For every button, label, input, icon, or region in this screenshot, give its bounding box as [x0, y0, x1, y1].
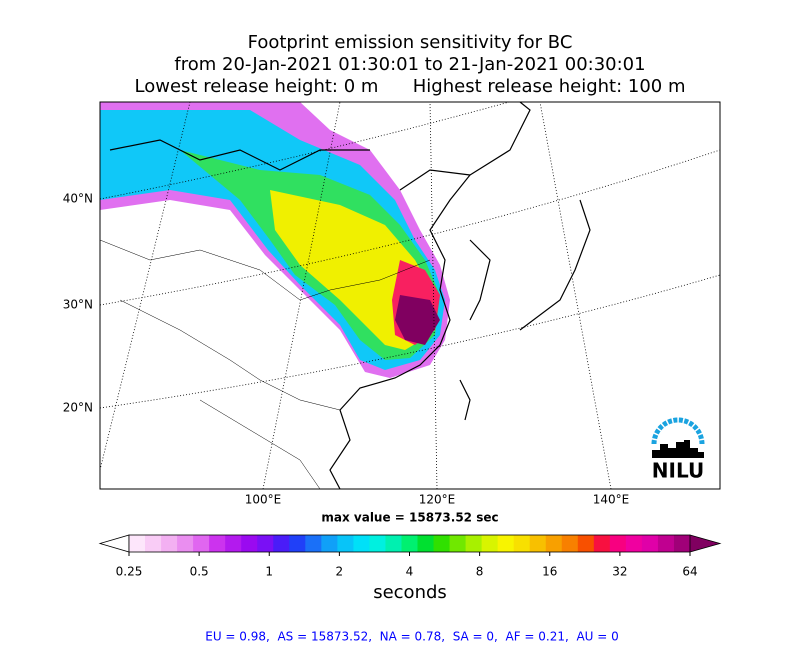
colorbar-segment [481, 535, 499, 552]
colorbar-segment [465, 535, 483, 552]
colorbar-tick-label: 2 [336, 565, 344, 579]
logo-text: NILU [652, 459, 704, 483]
map-frame [99, 101, 721, 490]
lon-label: 140°E [593, 493, 630, 507]
map [100, 102, 720, 489]
colorbar-segment [657, 535, 675, 552]
colorbar-segment [529, 535, 547, 552]
colorbar-segment [193, 535, 210, 552]
footer: EU = 0.98, AS = 15873.52, NA = 0.78, SA … [205, 630, 619, 644]
colorbar-tick-label: 0.25 [116, 565, 143, 579]
colorbar-segment [401, 535, 419, 552]
graticule [100, 102, 720, 489]
colorbar-tick-label: 1 [265, 565, 273, 579]
colorbar-segment [161, 535, 178, 552]
colorbar-tick-label: 16 [542, 565, 557, 579]
colorbar-segment [385, 535, 402, 552]
colorbar-tick-label: 8 [476, 565, 484, 579]
title: Lowest release height: 0 m Highest relea… [135, 76, 686, 97]
max-value: max value = 15873.52 sec [321, 511, 498, 525]
colorbar-segment [561, 535, 579, 552]
colorbar-segment [289, 535, 306, 552]
lat-label: 30°N [63, 298, 93, 312]
title: Footprint emission sensitivity for BC [248, 32, 573, 53]
colorbar-tick-label: 4 [406, 565, 414, 579]
colorbar-segment [273, 535, 290, 552]
colorbar-segment [609, 535, 627, 552]
colorbar-segment [257, 535, 274, 552]
lon-label: 100°E [245, 493, 282, 507]
colorbar-segment [449, 535, 467, 552]
colorbar-segment [369, 535, 386, 552]
colorbar-segment [145, 535, 162, 552]
coastline [109, 102, 591, 489]
colorbar-segment [545, 535, 563, 552]
colorbar-segment [513, 535, 531, 552]
colorbar-segment [337, 535, 354, 552]
title: from 20-Jan-2021 01:30:01 to 21-Jan-2021… [174, 54, 645, 75]
lat-label: 40°N [63, 192, 93, 206]
lon-label: 120°E [419, 493, 456, 507]
colorbar-segment [577, 535, 595, 552]
colorbar-segment [353, 535, 370, 552]
colorbar-segment [225, 535, 242, 552]
colorbar-segment [673, 535, 691, 552]
colorbar-label: seconds [373, 582, 447, 603]
border [100, 239, 431, 489]
colorbar: 0.25 0.5 1 2 4 8 16 32 64 [98, 534, 722, 579]
colorbar-segment [433, 535, 451, 552]
colorbar-segment [177, 535, 194, 552]
plume [395, 295, 440, 345]
colorbar-tick-label: 0.5 [190, 565, 209, 579]
colorbar-segment [241, 535, 258, 552]
colorbar-tick-label: 64 [682, 565, 697, 579]
colorbar-segment [417, 535, 435, 552]
colorbar-segment [305, 535, 322, 552]
lat-label: 20°N [63, 401, 93, 415]
colorbar-segment [641, 535, 659, 552]
colorbar-segment [625, 535, 643, 552]
colorbar-segment [129, 535, 146, 552]
colorbar-segment [321, 535, 338, 552]
colorbar-tick-label: 32 [612, 565, 627, 579]
colorbar-segment [497, 535, 515, 552]
colorbar-segment [593, 535, 611, 552]
logo: NILU [651, 417, 705, 483]
colorbar-segment [209, 535, 226, 552]
